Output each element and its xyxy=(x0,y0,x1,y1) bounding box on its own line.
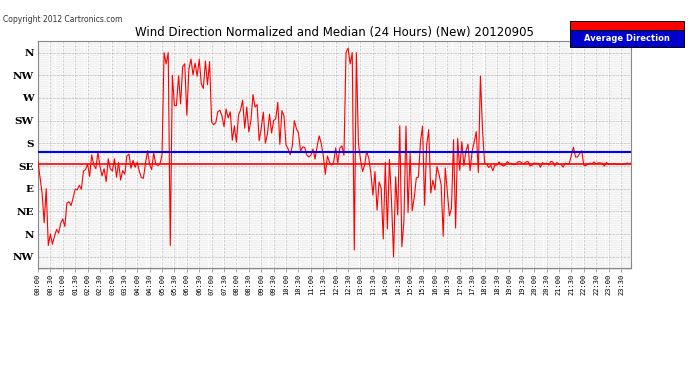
Title: Wind Direction Normalized and Median (24 Hours) (New) 20120905: Wind Direction Normalized and Median (24… xyxy=(135,26,534,39)
Text: Average Direction: Average Direction xyxy=(584,34,670,43)
Text: Copyright 2012 Cartronics.com: Copyright 2012 Cartronics.com xyxy=(3,15,123,24)
